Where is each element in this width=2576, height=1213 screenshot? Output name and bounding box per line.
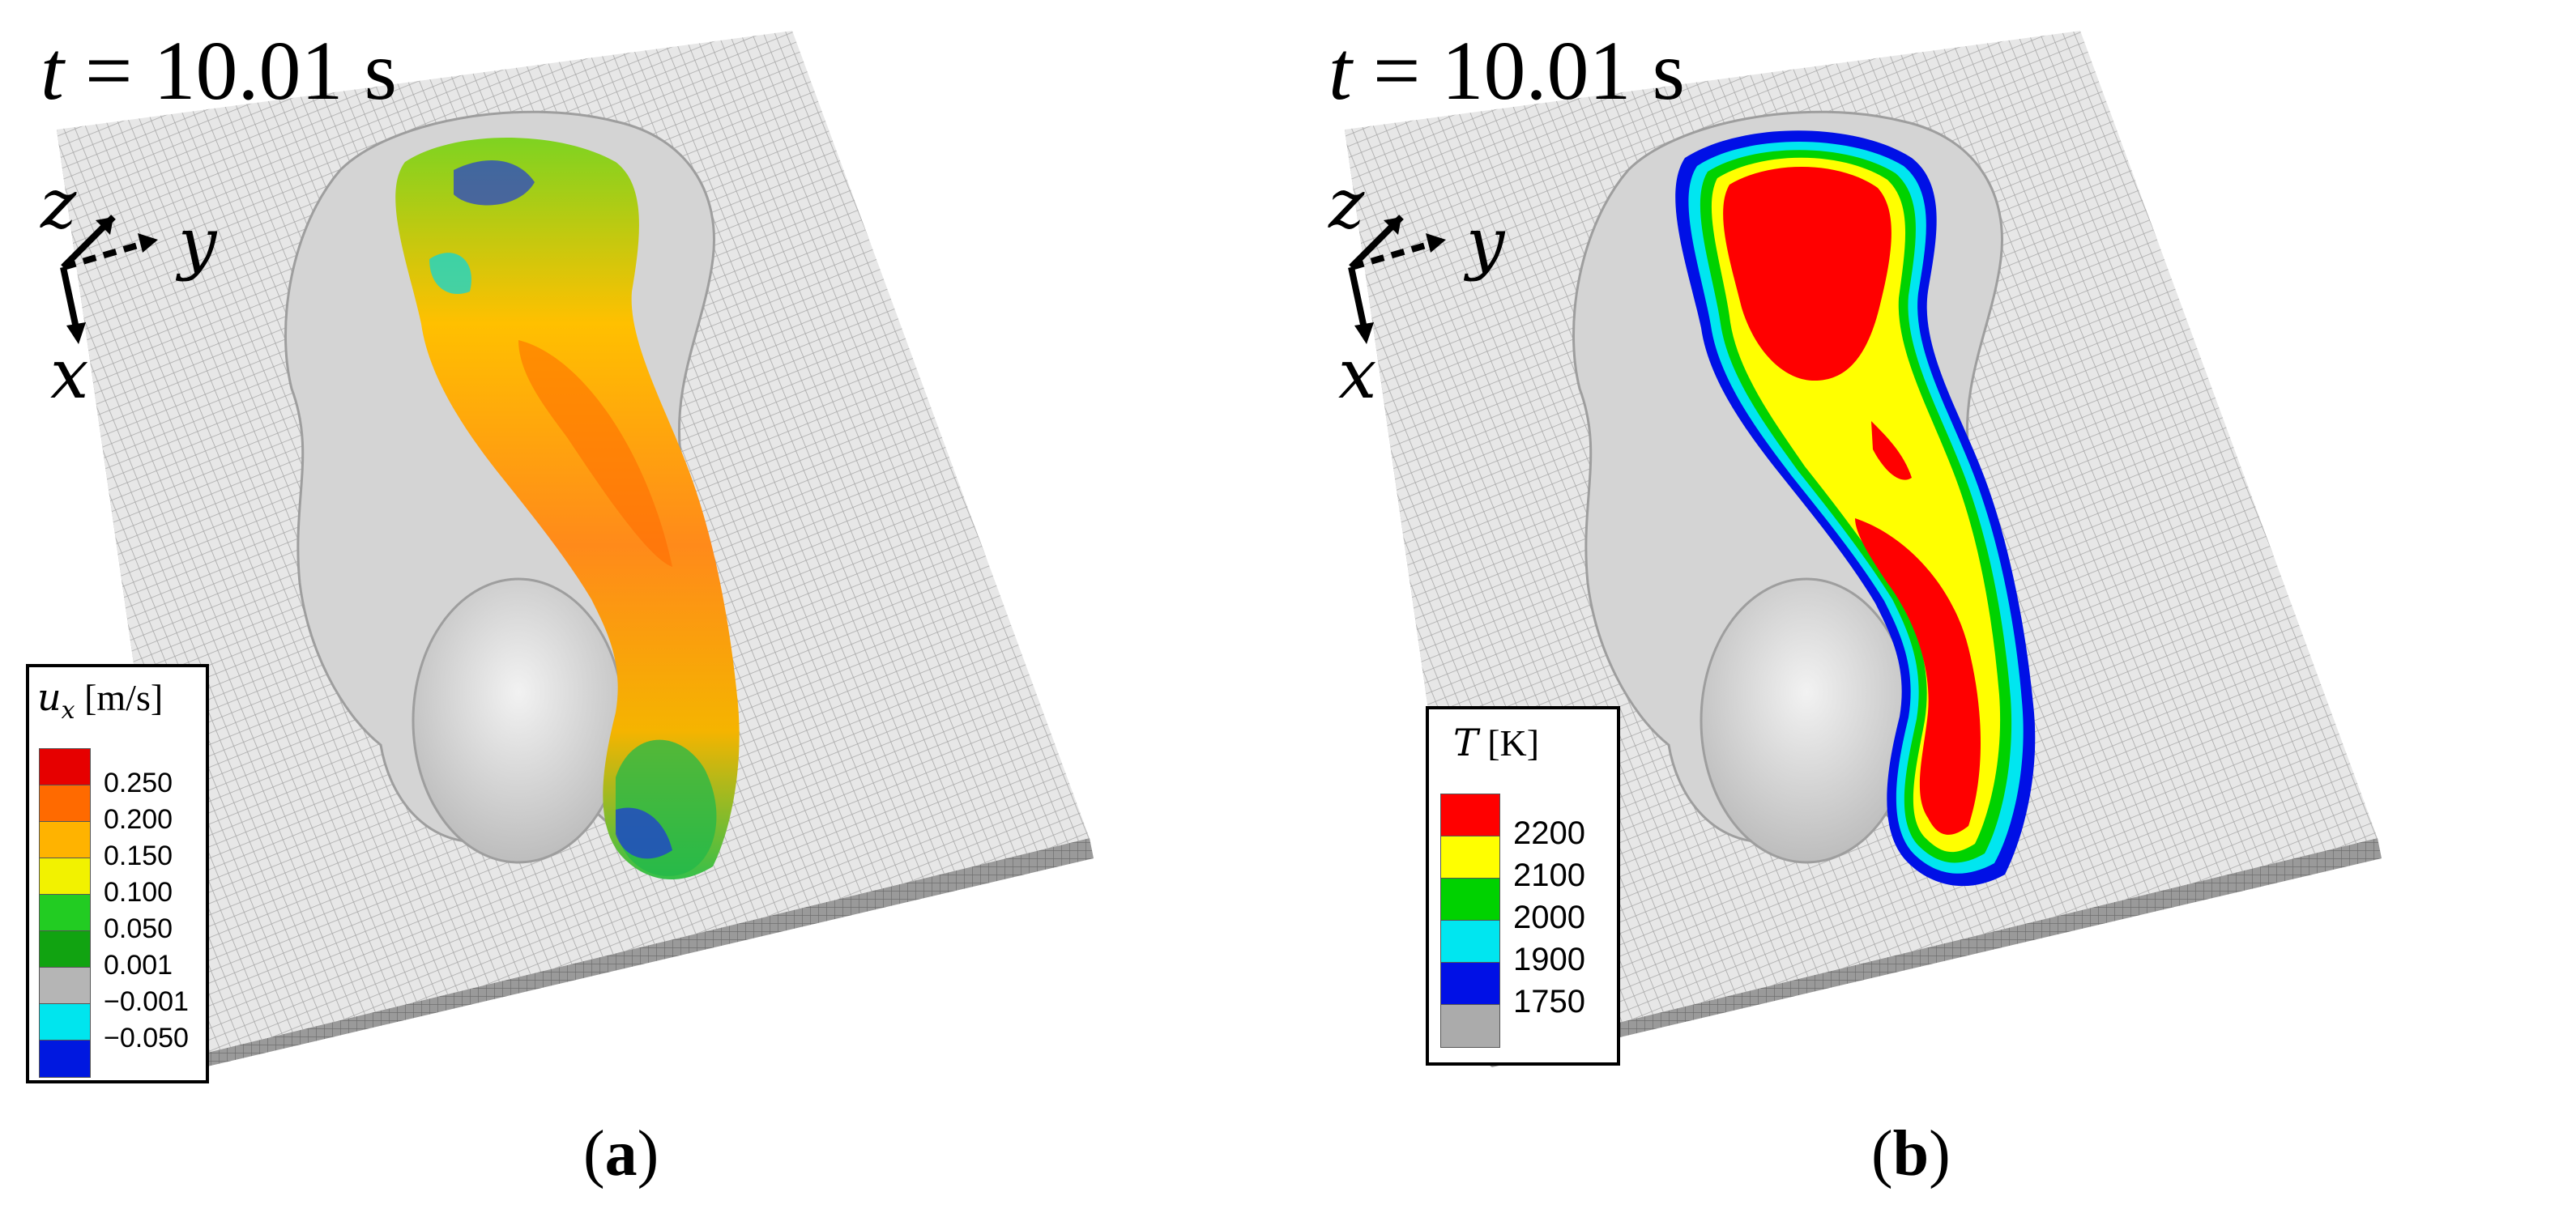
time-variable: t	[41, 24, 64, 117]
panel-b: t = 10.01 s z y x T [K] 2200 2100 2000 1900…	[1288, 0, 2576, 1213]
velocity-legend: ux [m/s] 0.250 0.200 0.150 0.100 0.050 0.001 −…	[26, 664, 209, 1083]
legend-title: ux [m/s]	[37, 675, 163, 725]
legend-swatch	[1440, 794, 1500, 837]
axis-label-y: y	[1466, 203, 1505, 283]
legend-tick-label: 2200	[1513, 815, 1585, 852]
legend-unit: [K]	[1487, 722, 1540, 764]
solid-bulb	[412, 577, 625, 864]
panel-caption-a: (a)	[583, 1118, 659, 1190]
hot-core-upper	[1723, 166, 1891, 381]
hot-core-lower	[1855, 518, 1981, 835]
substrate-front-face	[190, 838, 1094, 1067]
legend-tick-label: 1750	[1513, 984, 1585, 1020]
panel-a: t = 10.01 s z y x ux [m/s] 0.250 0.200 0.1…	[26, 23, 1094, 1190]
legend-swatch	[39, 1040, 91, 1078]
legend-tick-label: 0.200	[104, 803, 173, 835]
melt-pool-temperature	[1675, 130, 2036, 887]
axis-triad	[1348, 215, 1446, 344]
legend-tick-label: 0.100	[104, 876, 173, 908]
legend-swatch	[39, 1003, 91, 1041]
legend-swatch	[1440, 1004, 1500, 1048]
legend-unit: [m/s]	[84, 677, 164, 718]
axis-label-z: z	[41, 164, 77, 244]
panel-caption-b: (b)	[1871, 1118, 1951, 1190]
legend-swatch	[1440, 962, 1500, 1006]
legend-swatch	[1440, 878, 1500, 921]
legend-swatch	[39, 748, 91, 786]
legend-tick-label: 2000	[1513, 900, 1585, 936]
time-label-a: t = 10.01 s	[41, 23, 397, 119]
axis-label-x: x	[50, 334, 89, 414]
legend-symbol: T	[1453, 721, 1478, 764]
legend-tick-label: 0.150	[104, 840, 173, 871]
panel-letter: a	[604, 1118, 638, 1190]
solid-bulb	[1700, 577, 1913, 864]
axis-label-x: x	[1338, 334, 1377, 414]
legend-tick-label: 0.001	[104, 949, 173, 981]
legend-tick-label: 1900	[1513, 942, 1585, 978]
legend-tick-label: −0.001	[104, 985, 189, 1017]
temperature-legend: T [K] 2200 2100 2000 1900 1750	[1426, 706, 1620, 1066]
panel-letter: b	[1892, 1118, 1930, 1190]
time-value: = 10.01 s	[84, 24, 398, 117]
melt-pool-velocity	[395, 138, 740, 880]
legend-swatch	[39, 967, 91, 1005]
legend-swatch	[39, 785, 91, 823]
legend-swatch	[39, 821, 91, 859]
legend-tick-label: 0.050	[104, 913, 173, 944]
axis-label-z: z	[1329, 164, 1365, 244]
substrate-front-face	[1478, 838, 2382, 1067]
legend-tick-label: −0.050	[104, 1022, 189, 1053]
legend-title: T [K]	[1453, 721, 1539, 770]
legend-tick-label: 2100	[1513, 858, 1585, 894]
legend-symbol: u	[37, 675, 62, 719]
legend-swatch	[1440, 920, 1500, 964]
time-variable: t	[1329, 24, 1352, 117]
simulation-render-velocity	[57, 31, 1094, 1067]
legend-swatch	[39, 894, 91, 932]
axis-label-y: y	[178, 203, 217, 283]
legend-subscript: x	[61, 696, 75, 726]
time-label-b: t = 10.01 s	[1329, 23, 1685, 119]
legend-swatch	[1440, 836, 1500, 879]
legend-swatch	[39, 858, 91, 896]
legend-tick-label: 0.250	[104, 767, 173, 798]
axis-triad	[60, 215, 158, 344]
hot-streak	[1871, 421, 1912, 480]
time-value: = 10.01 s	[1372, 24, 1686, 117]
legend-swatch	[39, 930, 91, 968]
